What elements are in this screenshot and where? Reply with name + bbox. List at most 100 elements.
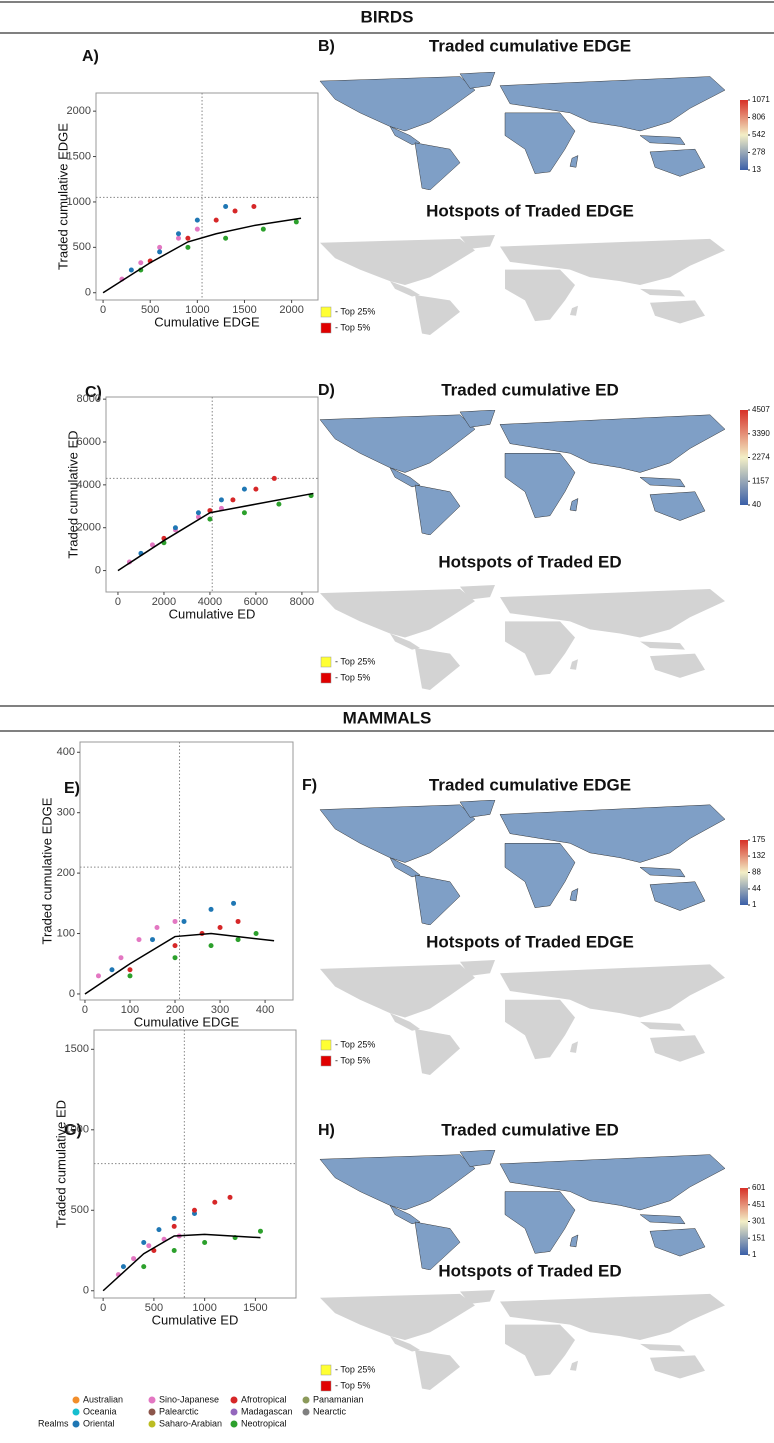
map — [320, 585, 725, 690]
map-title: Traded cumulative EDGE — [429, 775, 631, 794]
point — [154, 924, 160, 930]
colorbar-label: 88 — [752, 868, 761, 877]
point — [253, 486, 259, 492]
legend-label: - Top 25% — [335, 656, 375, 666]
point — [127, 973, 133, 979]
legend-swatch — [320, 656, 332, 668]
point — [241, 486, 247, 492]
point — [120, 1264, 126, 1270]
point — [251, 203, 257, 209]
y-axis-label: Traded cumulative ED — [65, 430, 80, 558]
point — [276, 501, 282, 507]
point — [172, 955, 178, 961]
colorbar-label: 13 — [752, 165, 761, 174]
point — [208, 906, 214, 912]
point — [171, 1223, 177, 1229]
legend-label: Panamanian — [313, 1394, 364, 1404]
point — [175, 235, 181, 241]
x-axis-label: Cumulative EDGE — [154, 314, 260, 329]
y-tick-label: 200 — [57, 867, 75, 879]
point — [223, 203, 229, 209]
x-tick-label: 0 — [100, 304, 106, 316]
y-tick-label: 1000 — [65, 1124, 89, 1136]
x-tick-label: 0 — [82, 1004, 88, 1016]
x-tick-label: 2000 — [279, 304, 303, 316]
panel-label: F) — [302, 777, 317, 794]
point — [257, 1228, 263, 1234]
legend-label: - Top 5% — [335, 672, 370, 682]
colorbar-label: 1071 — [752, 95, 770, 104]
map-title: Hotspots of Traded EDGE — [426, 932, 634, 951]
colorbar-label: 542 — [752, 130, 766, 139]
point — [213, 217, 219, 223]
colorbar-label: 2274 — [752, 453, 770, 462]
colorbar-label: 3390 — [752, 429, 770, 438]
panel-label: G) — [64, 1122, 82, 1139]
x-axis-label: Cumulative ED — [152, 1312, 239, 1327]
x-tick-label: 400 — [256, 1004, 274, 1016]
y-tick-label: 100 — [57, 927, 75, 939]
trend-line — [102, 217, 302, 294]
legend-swatch — [72, 1396, 80, 1404]
x-tick-label: 300 — [211, 1004, 229, 1016]
y-tick-label: 500 — [73, 241, 91, 253]
legend-swatch — [320, 1364, 332, 1376]
x-tick-label: 200 — [166, 1004, 184, 1016]
legend-label: - Top 5% — [335, 1055, 370, 1065]
point — [235, 937, 241, 943]
map — [320, 960, 725, 1075]
point — [230, 497, 236, 503]
colorbar-label: 806 — [752, 113, 766, 122]
legend-swatch — [148, 1396, 156, 1404]
legend-swatch — [72, 1420, 80, 1428]
point — [195, 510, 201, 516]
trend-line — [84, 932, 275, 995]
point — [271, 475, 277, 481]
point — [194, 217, 200, 223]
legend-swatch — [320, 306, 332, 318]
legend-label: Oriental — [83, 1418, 115, 1428]
legend-label: - Top 25% — [335, 306, 375, 316]
colorbar-label: 1 — [752, 900, 757, 909]
point — [223, 235, 229, 241]
point — [149, 542, 155, 548]
legend-swatch — [302, 1396, 310, 1404]
y-tick-label: 300 — [57, 807, 75, 819]
point — [253, 931, 259, 937]
panel-label: D) — [318, 382, 335, 399]
point — [138, 260, 144, 266]
point — [146, 1243, 152, 1249]
legend-label: Palearctic — [159, 1406, 199, 1416]
point — [95, 973, 101, 979]
legend-label: - Top 5% — [335, 322, 370, 332]
map — [319, 1150, 726, 1270]
y-axis-label: Traded cumulative EDGE — [55, 123, 70, 270]
x-tick-label: 1000 — [185, 304, 209, 316]
point — [127, 967, 133, 973]
legend-swatch — [230, 1420, 238, 1428]
point — [232, 208, 238, 214]
legend-swatch — [320, 672, 332, 684]
point — [172, 943, 178, 949]
point — [235, 918, 241, 924]
map-title: Hotspots of Traded ED — [438, 1261, 621, 1280]
point — [191, 1207, 197, 1213]
x-tick-label: 2000 — [152, 596, 176, 608]
point — [181, 918, 187, 924]
point — [172, 525, 178, 531]
point — [207, 516, 213, 522]
y-tick-label: 0 — [95, 564, 101, 576]
map — [319, 800, 726, 925]
panel-label: A) — [82, 48, 99, 65]
colorbar-label: 44 — [752, 884, 761, 893]
x-axis-label: Cumulative ED — [169, 606, 256, 621]
map-title: Hotspots of Traded EDGE — [426, 201, 634, 220]
x-tick-label: 1000 — [192, 1302, 216, 1314]
colorbar — [740, 410, 748, 505]
map-title: Traded cumulative EDGE — [429, 36, 631, 55]
point — [202, 1239, 208, 1245]
legend-swatch — [148, 1408, 156, 1416]
y-tick-label: 1500 — [67, 150, 91, 162]
point — [141, 1264, 147, 1270]
point — [136, 937, 142, 943]
